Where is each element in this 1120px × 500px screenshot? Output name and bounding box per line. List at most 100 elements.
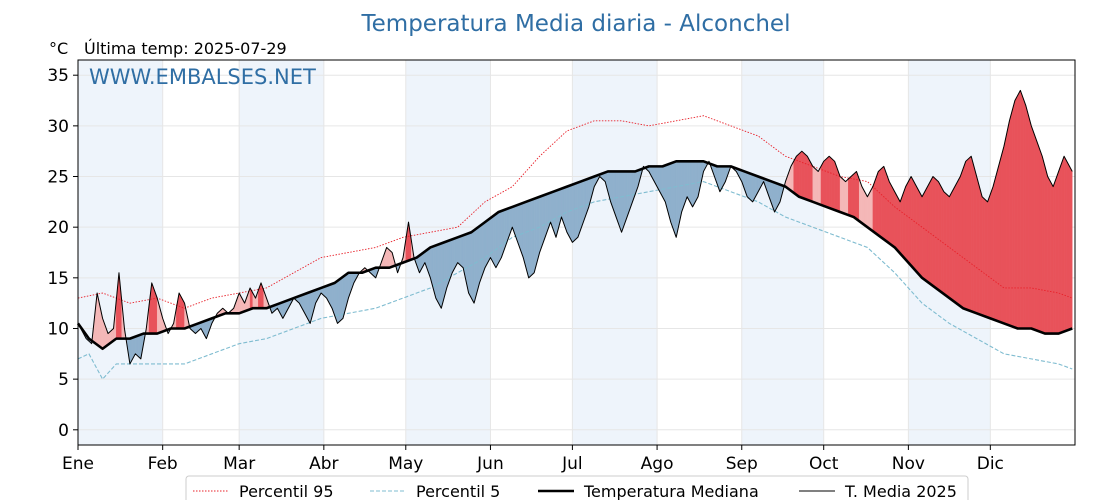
fill-above-median [828, 155, 833, 210]
fill-above-median [850, 173, 854, 218]
fill-above-median [839, 176, 844, 214]
fill-above-median [987, 194, 991, 319]
fill-below-median [673, 161, 677, 238]
fill-above-median [1014, 95, 1018, 329]
fill-below-median [435, 244, 439, 304]
fill-above-median [951, 186, 956, 303]
month-band [741, 60, 824, 445]
y-tick-label: 30 [47, 117, 69, 137]
legend-label-median: Temperatura Mediana [583, 482, 759, 500]
fill-above-median [891, 186, 895, 248]
fill-above-median [1042, 156, 1046, 334]
y-tick-label: 5 [58, 370, 69, 390]
fill-above-median [954, 181, 958, 305]
watermark: WWW.EMBALSES.NET [89, 65, 316, 89]
fill-below-median [337, 278, 341, 324]
fill-above-median [1025, 105, 1029, 329]
fill-below-median [528, 199, 532, 279]
legend-label-p95: Percentil 95 [239, 482, 334, 500]
fill-above-median [1050, 181, 1054, 334]
fill-above-median [897, 196, 901, 255]
x-tick-label: Mar [223, 454, 255, 474]
fill-above-median [1069, 166, 1073, 330]
fill-above-median [812, 165, 816, 204]
fill-above-median [894, 191, 898, 251]
fill-above-median [1055, 171, 1059, 334]
fill-above-median [889, 181, 893, 246]
fill-above-median [1058, 163, 1062, 334]
fill-above-median [798, 150, 803, 199]
legend: Percentil 95 Percentil 5 Temperatura Med… [185, 475, 969, 500]
fill-below-median [692, 161, 696, 208]
fill-above-median [968, 155, 972, 312]
fill-below-median [457, 236, 461, 266]
month-band [572, 60, 658, 445]
y-tick-label: 35 [47, 66, 69, 86]
fill-above-median [842, 178, 846, 215]
fill-above-median [820, 161, 824, 207]
fill-below-median [531, 198, 535, 276]
y-unit-label: °C [49, 39, 68, 58]
fill-above-median [992, 176, 996, 321]
fill-above-median [1047, 176, 1051, 334]
fill-above-median [1028, 115, 1032, 329]
fill-above-median [818, 166, 822, 206]
fill-above-median [1033, 133, 1037, 331]
fill-above-median [815, 168, 819, 205]
fill-above-median [1009, 110, 1013, 327]
x-tick-label: Jul [561, 454, 583, 474]
fill-above-median [823, 158, 827, 208]
y-axis: 0 5 10 15 20 25 30 35 [47, 66, 78, 441]
legend-label-p5: Percentil 5 [416, 482, 500, 500]
fill-above-median [1017, 90, 1021, 329]
fill-above-median [965, 158, 969, 311]
legend-box [185, 475, 969, 500]
y-tick-label: 25 [47, 168, 69, 188]
fill-below-median [695, 161, 699, 202]
fill-above-median [793, 156, 797, 196]
fill-below-median [533, 197, 538, 273]
fill-below-median [539, 195, 543, 253]
fill-below-median [662, 165, 666, 202]
fill-above-median [908, 176, 912, 267]
fill-above-median [880, 165, 884, 240]
fill-below-median [484, 219, 488, 268]
fill-above-median [973, 166, 977, 314]
fill-below-median [747, 172, 751, 200]
fill-above-median [878, 168, 882, 238]
x-tick-label: May [388, 454, 423, 474]
fill-above-median [924, 186, 928, 283]
x-tick-label: Abr [309, 454, 338, 474]
fill-above-median [853, 170, 857, 220]
fill-below-median [498, 210, 502, 263]
series-line-p5 [77, 181, 1073, 380]
fill-above-median [804, 153, 808, 201]
fill-below-median [569, 184, 573, 243]
fill-above-median [913, 181, 917, 273]
fill-above-median [962, 161, 966, 310]
fill-below-median [460, 234, 464, 269]
x-tick-label: Sep [726, 454, 758, 474]
fill-above-median [1003, 133, 1007, 325]
y-tick-label: 15 [47, 269, 69, 289]
series-line-median [76, 160, 1073, 351]
fill-above-median [1031, 125, 1035, 330]
x-tick-label: Ago [641, 454, 674, 474]
series-lines [76, 89, 1073, 380]
fill-below-median [473, 227, 477, 304]
fill-above-median [886, 173, 890, 244]
fill-above-median [990, 186, 994, 320]
fill-above-median [861, 186, 865, 226]
fill-above-median [910, 176, 915, 270]
x-tick-label: Feb [148, 454, 178, 474]
series-line-current [77, 89, 1073, 365]
fill-below-median [438, 243, 442, 309]
fill-below-median [135, 335, 139, 357]
fill-above-median [905, 181, 909, 264]
fill-below-median [572, 183, 576, 243]
fill-above-median [386, 246, 390, 268]
fill-above-median [971, 156, 975, 313]
fill-below-median [577, 181, 581, 238]
fill-below-median [618, 171, 622, 233]
